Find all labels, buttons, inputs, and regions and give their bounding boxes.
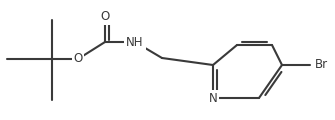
- Text: Br: Br: [315, 59, 328, 72]
- Text: N: N: [209, 91, 217, 105]
- Text: O: O: [73, 53, 83, 66]
- Text: O: O: [100, 11, 110, 24]
- Text: NH: NH: [126, 36, 144, 48]
